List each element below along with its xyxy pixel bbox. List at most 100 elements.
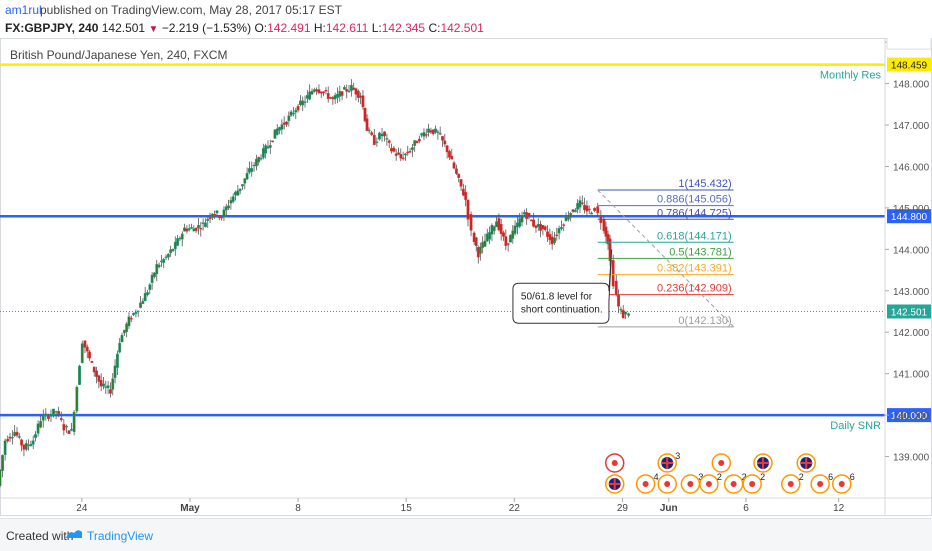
candle-body [157, 264, 161, 268]
candle-body [80, 343, 84, 363]
top-price-marker [886, 34, 932, 50]
candle-body [143, 293, 147, 302]
callout-box[interactable] [512, 249, 613, 324]
candle-body [455, 168, 458, 174]
candle-body [29, 443, 33, 447]
candle-body [90, 361, 94, 363]
candle-body [164, 256, 168, 259]
event-dot-icon [642, 481, 649, 487]
candle-body [113, 365, 117, 379]
candle-body [527, 212, 531, 217]
event-count: 2 [742, 472, 747, 482]
candle-body [88, 351, 91, 359]
event-count: 3 [698, 472, 703, 482]
candle-body [445, 145, 449, 153]
candle-body [166, 253, 170, 258]
candle-body [173, 241, 177, 250]
candle-body [275, 128, 279, 135]
candle-body [380, 133, 384, 137]
candle-body [231, 196, 235, 202]
candle-body [593, 207, 597, 211]
candle-body [619, 309, 623, 311]
candle-body [171, 248, 175, 252]
event-count: 6 [850, 472, 855, 482]
candle-body [273, 129, 277, 139]
fib-level-label: 0(142.130) [678, 315, 731, 327]
candle-body [576, 202, 580, 210]
chart-area[interactable]: British Pound/Japanese Yen, 240, FXCM Mo… [0, 34, 932, 516]
price-badge-text: 148.459 [891, 61, 928, 72]
candle-body [315, 89, 319, 92]
candle-body [46, 416, 50, 419]
candle-body [118, 342, 122, 353]
candle-body [146, 292, 149, 295]
candle-body [245, 173, 249, 180]
candle-body [490, 224, 494, 235]
candle-body [213, 214, 217, 216]
candle-body [278, 127, 281, 131]
candle-body [614, 280, 618, 295]
candle-body [129, 317, 133, 320]
symbol-label[interactable]: FX:GBPJPY, 240 [5, 21, 99, 35]
candle-body [13, 431, 17, 436]
candle-body [452, 162, 456, 169]
candle-body [553, 237, 556, 244]
event-dot-icon [664, 481, 671, 487]
tradingview-brand[interactable]: TradingView [87, 529, 154, 543]
candle-body [513, 225, 517, 234]
candle-body [250, 168, 254, 172]
candle-body [361, 95, 365, 108]
x-tick-label: 12 [833, 503, 845, 514]
candle-body [448, 151, 451, 158]
candle-body [506, 243, 510, 245]
candle-body [488, 231, 492, 240]
candle-body [127, 316, 131, 327]
candle-body [464, 192, 468, 200]
candle-body [354, 88, 358, 95]
candle-body [194, 227, 198, 231]
author-link[interactable]: am1rul [5, 3, 42, 17]
candle-body [536, 224, 540, 227]
candle-body [474, 237, 478, 246]
candle-body [204, 222, 207, 228]
candle-body [282, 122, 286, 125]
candle-body [417, 138, 421, 142]
candle-body [583, 204, 586, 211]
candle-body [264, 145, 268, 154]
candle-body [24, 443, 28, 450]
event-dot-icon [718, 460, 725, 466]
candle-body [562, 224, 566, 226]
candle-body [292, 112, 295, 115]
candle-body [234, 191, 237, 196]
candle-body [92, 366, 96, 373]
candle-body [22, 444, 26, 450]
candle-body [525, 212, 529, 220]
candlestick-chart[interactable]: British Pound/Japanese Yen, 240, FXCM Mo… [0, 34, 932, 516]
last-price-badge [887, 304, 931, 319]
event-count: 2 [717, 472, 722, 482]
candle-body [83, 340, 87, 348]
candle-body [199, 228, 203, 230]
candle-body [259, 157, 263, 160]
candle-body [215, 210, 219, 214]
candle-body [301, 100, 305, 106]
candle-body [41, 415, 45, 421]
candle-body [102, 383, 105, 387]
candle-body [34, 434, 37, 438]
candle-body [383, 131, 386, 137]
candle-body [0, 469, 2, 486]
candle-body [252, 164, 256, 167]
candle-body [243, 178, 247, 184]
event-count: 4 [654, 472, 659, 482]
ohlc-legend: FX:GBPJPY, 240 142.501 ▼ −2.219 (−1.53%)… [5, 21, 484, 35]
candle-body [410, 147, 414, 151]
candle-body [478, 246, 482, 254]
fib-level-label: 0.886(145.056) [657, 194, 732, 206]
candle-body [236, 190, 240, 196]
callout-text-line-2: short continuation. [521, 304, 603, 315]
high-label: H: [313, 21, 326, 35]
candle-body [187, 228, 191, 231]
candle-body [534, 225, 538, 228]
candle-body [44, 413, 48, 416]
event-dot-icon [705, 481, 712, 487]
